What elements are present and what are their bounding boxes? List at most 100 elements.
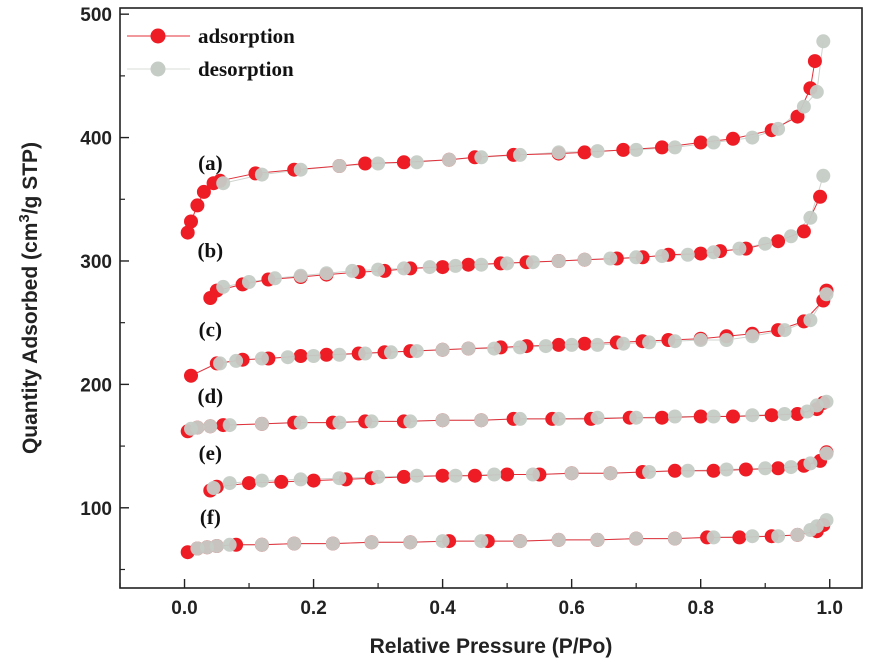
adsorption-point-a — [616, 142, 631, 157]
desorption-point-c — [435, 342, 450, 357]
desorption-point-a — [771, 121, 786, 136]
adsorption-point-a — [790, 109, 805, 124]
curve-label-b: (b) — [197, 238, 223, 262]
desorption-point-c — [461, 341, 476, 356]
desorption-point-b — [758, 236, 773, 251]
desorption-point-f — [551, 532, 566, 547]
desorption-point-f — [771, 529, 786, 544]
desorption-point-c — [229, 353, 244, 368]
desorption-point-f — [254, 537, 269, 552]
adsorption-point-a — [196, 184, 211, 199]
desorption-line-b — [223, 175, 824, 288]
desorption-point-d — [364, 414, 379, 429]
x-tick-label: 0.8 — [687, 598, 713, 619]
adsorption-point-c — [319, 347, 334, 362]
desorption-point-d — [551, 411, 566, 426]
axes: 0.0 0.2 0.4 0.6 0.8 1.0 100 200 300 400 500 — [80, 5, 843, 619]
desorption-point-b — [267, 271, 282, 286]
adsorption-point-a — [190, 198, 205, 213]
adsorption-line-f — [187, 524, 824, 553]
desorption-point-c — [777, 323, 792, 338]
adsorption-point-e — [435, 468, 450, 483]
desorption-point-e — [564, 466, 579, 481]
desorption-point-c — [819, 287, 834, 302]
adsorption-point-a — [184, 214, 198, 229]
adsorption-point-a — [655, 140, 669, 155]
desorption-point-f — [222, 537, 237, 552]
legend-adsorption-label: adsorption — [198, 24, 295, 48]
adsorption-point-e — [242, 476, 256, 491]
adsorption-point-a — [807, 54, 822, 69]
desorption-point-c — [616, 336, 631, 351]
desorption-point-e — [222, 476, 237, 491]
desorption-point-f — [325, 536, 340, 551]
desorption-point-b — [784, 229, 798, 244]
adsorption-point-e — [667, 463, 682, 478]
adsorption-point-e — [738, 462, 753, 477]
legend-desorption-label: desorption — [198, 57, 294, 81]
desorption-point-a — [590, 144, 605, 159]
desorption-point-a — [551, 145, 566, 160]
desorption-point-d — [435, 413, 450, 428]
y-axis-title-superscript: 3 — [16, 214, 33, 222]
legend-desorption-marker — [150, 61, 166, 77]
desorption-point-d — [332, 415, 347, 430]
y-tick-label: 200 — [80, 375, 112, 396]
desorption-point-a — [293, 162, 308, 177]
adsorption-point-b — [461, 257, 476, 272]
x-axis-title: Relative Pressure (P/Po) — [370, 635, 613, 658]
desorption-point-b — [396, 261, 411, 276]
desorption-point-a — [474, 150, 489, 165]
adsorption-point-d — [726, 409, 740, 424]
desorption-point-b — [293, 268, 308, 283]
desorption-point-c — [332, 347, 347, 362]
x-tick-label: 0.6 — [558, 598, 584, 619]
desorption-point-d — [777, 407, 792, 421]
desorption-point-e — [293, 472, 308, 487]
desorption-point-c — [513, 340, 527, 355]
desorption-point-b — [474, 257, 489, 272]
desorption-point-b — [629, 250, 644, 265]
desorption-point-e — [719, 462, 734, 477]
desorption-point-c — [213, 356, 227, 371]
legend-adsorption-marker — [150, 28, 166, 44]
adsorption-point-f — [732, 530, 747, 545]
adsorption-point-b — [693, 246, 708, 261]
adsorption-point-e — [396, 469, 411, 484]
desorption-point-f — [435, 534, 450, 549]
curve-label-f: (f) — [200, 505, 221, 529]
adsorption-point-e — [306, 473, 321, 488]
desorption-point-e — [487, 467, 502, 482]
desorption-point-c — [358, 346, 373, 361]
desorption-point-c — [590, 337, 605, 352]
adsorption-point-b — [813, 189, 828, 204]
desorption-point-f — [667, 531, 682, 546]
desorption-point-c — [254, 351, 269, 366]
desorption-point-a — [371, 156, 386, 171]
curve-label-c: (c) — [199, 317, 222, 341]
curve-label-e: (e) — [199, 441, 222, 465]
adsorption-point-d — [655, 410, 669, 425]
desorption-point-b — [242, 275, 256, 289]
desorption-point-c — [280, 350, 295, 365]
desorption-point-f — [364, 535, 379, 550]
desorption-point-e — [784, 460, 798, 475]
desorption-point-c — [306, 349, 321, 363]
desorption-point-e — [409, 468, 424, 483]
desorption-point-a — [816, 34, 831, 49]
desorption-point-c — [745, 329, 760, 344]
desorption-point-a — [332, 159, 347, 173]
desorption-point-f — [513, 534, 527, 549]
desorption-point-f — [474, 534, 489, 549]
desorption-point-b — [345, 263, 360, 278]
adsorption-point-a — [693, 135, 708, 150]
desorption-point-c — [409, 344, 424, 359]
y-tick-label: 300 — [80, 252, 112, 273]
adsorption-point-c — [577, 336, 592, 351]
desorption-point-d — [403, 414, 418, 429]
desorption-point-b — [577, 252, 592, 267]
x-tick-label: 0.2 — [300, 598, 326, 619]
desorption-point-b — [655, 249, 669, 263]
desorption-point-d — [513, 411, 527, 426]
